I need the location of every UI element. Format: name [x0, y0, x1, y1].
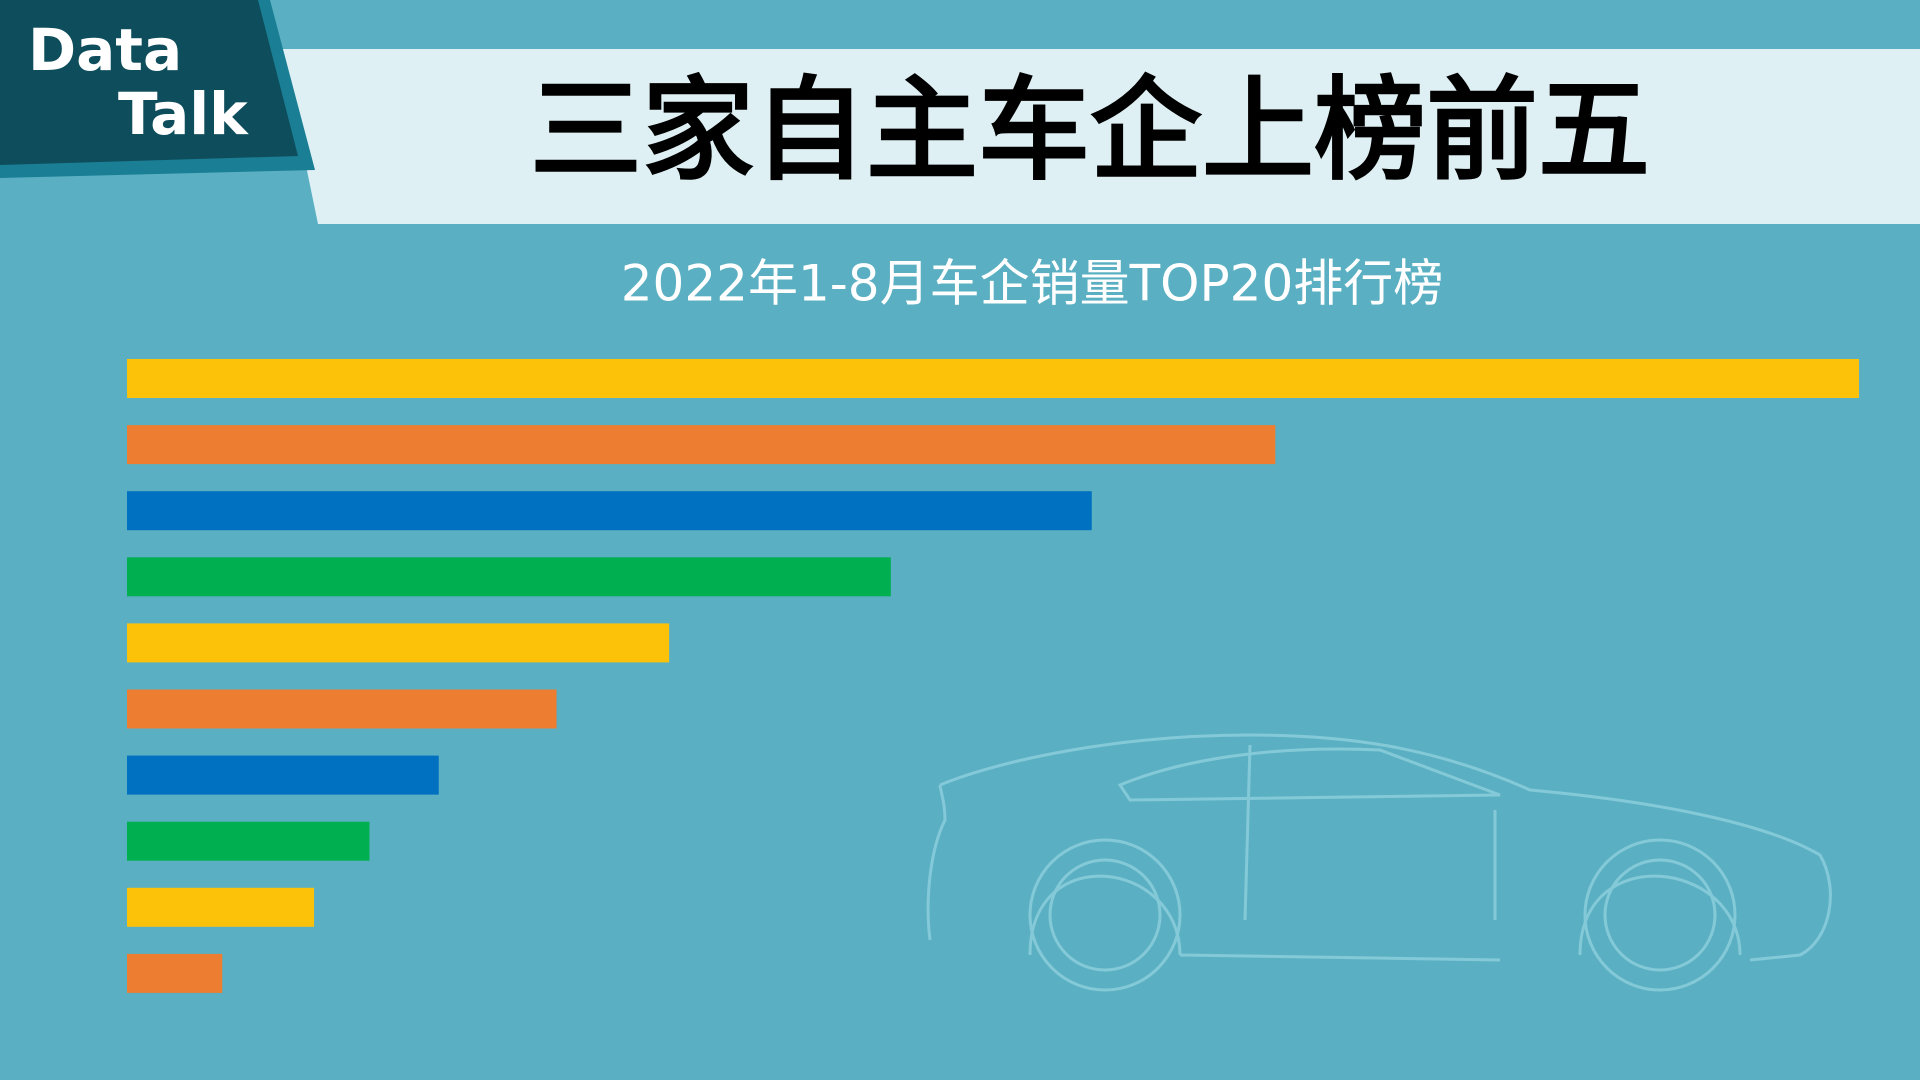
- logo-text: Talk: [118, 80, 249, 148]
- bar: [127, 623, 670, 663]
- logo-text: Data: [28, 16, 182, 84]
- bar: [127, 821, 370, 861]
- bar: [127, 491, 1092, 531]
- bar: [127, 359, 1859, 398]
- bar: [127, 689, 557, 729]
- bar: [127, 557, 891, 597]
- bar: [127, 953, 223, 993]
- logo-box: [0, 0, 298, 165]
- car-illustration: [926, 733, 1832, 992]
- chart-title: 三家自主车企上榜前五: [530, 66, 1650, 196]
- bar: [127, 887, 315, 927]
- chart-subtitle: 2022年1-8月车企销量TOP20排行榜: [621, 255, 1444, 313]
- bar: [127, 425, 1276, 465]
- bar: [127, 755, 439, 795]
- header-band: [282, 49, 1920, 224]
